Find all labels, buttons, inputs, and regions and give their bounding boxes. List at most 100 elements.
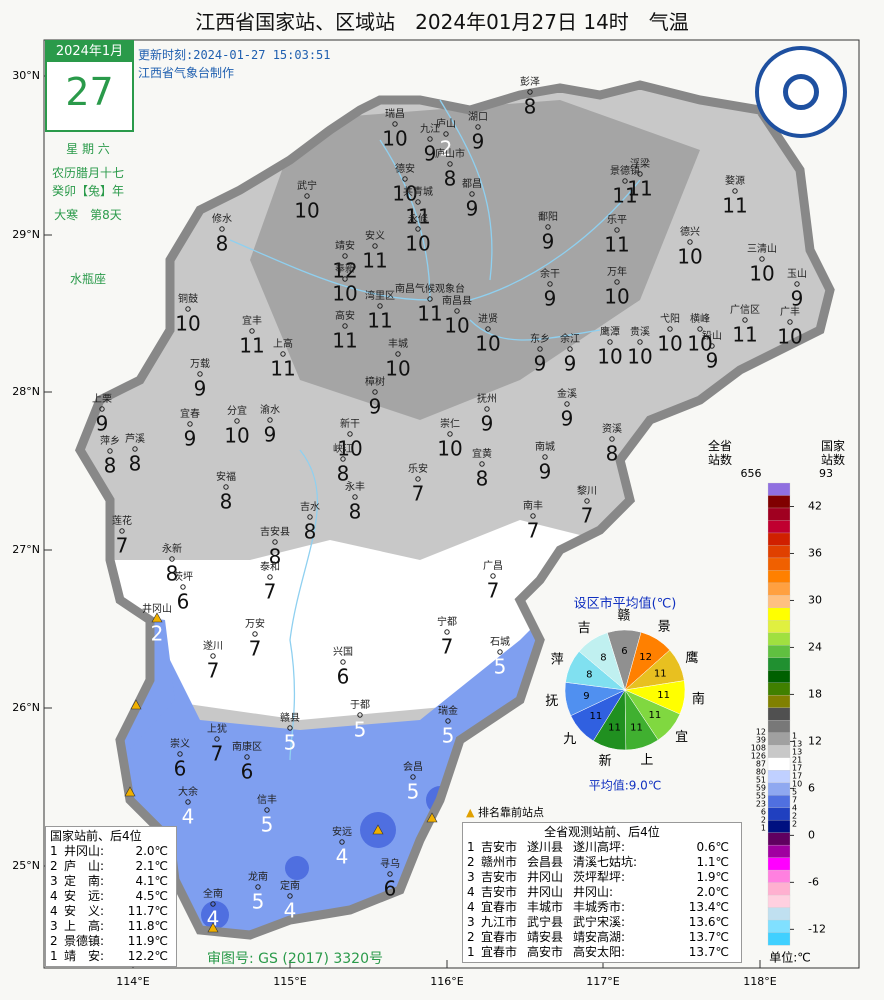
colorbar-cell xyxy=(767,620,791,634)
all-count-cell: 59 xyxy=(756,784,766,793)
station-dot xyxy=(342,253,348,259)
all-count-cell: 80 xyxy=(756,768,766,777)
table-cell: 靖安县 xyxy=(527,930,564,944)
station-name: 东乡 xyxy=(530,332,550,345)
station-name: 赣县 xyxy=(280,711,300,724)
station-name: 玉山 xyxy=(787,268,807,280)
station-value: 9 xyxy=(472,130,485,154)
station-dot xyxy=(709,343,715,349)
station-dot xyxy=(267,417,273,423)
lat-label: 29°N xyxy=(12,228,40,241)
station-dot xyxy=(564,401,570,407)
station-value: 10 xyxy=(382,127,407,151)
table-cell: 武宁宋溪: xyxy=(573,915,626,929)
table-row: 3 九江市 武宁县 武宁宋溪: 13.6℃ xyxy=(467,915,737,930)
colorbar-label: 0 xyxy=(808,828,815,841)
table-cell: 遂川县 xyxy=(527,840,564,854)
station-name: 庐山市 xyxy=(435,147,465,160)
station-dot xyxy=(479,461,485,467)
station-name: 遂川 xyxy=(203,639,223,652)
station-name: 泰和 xyxy=(260,560,280,573)
station-value: 8 xyxy=(129,452,142,476)
all-count-cell: 12 xyxy=(756,728,766,737)
station-dot xyxy=(609,436,615,442)
station-dot xyxy=(584,498,590,504)
table-cell: 4 xyxy=(50,889,58,903)
slice-name: 宜 xyxy=(675,730,688,745)
station-dot xyxy=(759,256,765,262)
table-cell: 2.0℃ xyxy=(696,885,729,899)
calendar: 2024年1月 27 xyxy=(45,40,134,132)
calendar-day: 27 xyxy=(65,70,114,114)
slice-value: 8 xyxy=(586,669,592,680)
station-value: 9 xyxy=(561,407,574,431)
top-station-marker xyxy=(124,786,136,797)
station-name: 高安 xyxy=(335,309,355,322)
station-dot xyxy=(454,308,460,314)
station-dot xyxy=(169,556,175,562)
all-count-cell: 23 xyxy=(756,800,766,809)
station-value: 10 xyxy=(777,325,802,349)
station-value: 6 xyxy=(174,757,187,781)
station-dot xyxy=(415,226,421,232)
table-row: 2 赣州市 会昌县 清溪七姑坑: 1.1℃ xyxy=(467,855,737,870)
table-cell: 定 南: xyxy=(64,874,105,888)
station-dot xyxy=(392,121,398,127)
table-row: 1 靖 安: 12.2℃ xyxy=(50,949,172,964)
station-name: 贵溪 xyxy=(630,325,650,338)
table-cell: 吉安市 xyxy=(481,870,518,884)
station-name: 安福 xyxy=(216,470,236,483)
station-name: 乐安 xyxy=(408,462,428,475)
station-name: 武宁 xyxy=(297,179,317,192)
station-dot xyxy=(377,303,383,309)
table-row: 2 宜春市 靖安县 靖安高湖: 13.7℃ xyxy=(467,930,737,945)
colorbar-cell xyxy=(767,707,791,721)
table-cell: 3 xyxy=(50,874,58,888)
station-name: 余江 xyxy=(560,332,580,345)
station-dot xyxy=(267,574,273,580)
colorbar-cell xyxy=(767,507,791,521)
table-cell: 靖 安: xyxy=(64,949,105,963)
station-value: 10 xyxy=(627,345,652,369)
station-dot xyxy=(177,751,183,757)
station-value: 9 xyxy=(264,423,277,447)
station-dot xyxy=(469,191,475,197)
table-cell: 13.7℃ xyxy=(688,930,729,944)
station-dot xyxy=(537,346,543,352)
nat-count-cell: 1 xyxy=(792,732,797,741)
station-dot xyxy=(530,513,536,519)
station-dot xyxy=(547,281,553,287)
station-name: 茨坪 xyxy=(173,570,193,583)
station-value: 5 xyxy=(284,731,297,755)
station-name: 余干 xyxy=(540,267,560,280)
station-value: 7 xyxy=(441,635,454,659)
station-dot xyxy=(252,631,258,637)
pie-chart: 设区市平均值(℃) 平均值:9.0℃ 6 赣 12 景 11 鹰 11 南 11 宜 11 上 11 新 11 九… xyxy=(545,596,704,793)
station-value: 11 xyxy=(367,309,392,333)
station-value: 12 xyxy=(332,259,357,283)
station-dot xyxy=(210,901,216,907)
station-name: 黎川 xyxy=(577,484,597,497)
table-row: 1 吉安市 遂川县 遂川高坪: 0.6℃ xyxy=(467,840,737,855)
station-name: 崇仁 xyxy=(440,418,460,430)
zodiac: 水瓶座 xyxy=(69,272,106,286)
station-name: 峡江 xyxy=(333,442,353,455)
station-dot xyxy=(542,454,548,460)
station-value: 10 xyxy=(332,282,357,306)
table-cell: 11.8℃ xyxy=(127,919,168,933)
table-cell: 靖安高湖: xyxy=(573,930,626,944)
station-name: 南丰 xyxy=(523,499,543,512)
station-name: 万安 xyxy=(245,617,265,630)
station-value: 5 xyxy=(354,718,367,742)
station-value: 10 xyxy=(294,199,319,223)
table-cell: 4 xyxy=(50,904,58,918)
station-value: 7 xyxy=(207,659,220,683)
lat-label: 28°N xyxy=(12,385,40,398)
station-value: 10 xyxy=(392,182,417,206)
station-dot xyxy=(485,326,491,332)
slice-value: 11 xyxy=(590,711,603,722)
station-value: 9 xyxy=(466,197,479,221)
table-row: 2 景德镇: 11.9℃ xyxy=(50,934,172,949)
colorbar-cell xyxy=(767,657,791,671)
station-dot xyxy=(264,807,270,813)
